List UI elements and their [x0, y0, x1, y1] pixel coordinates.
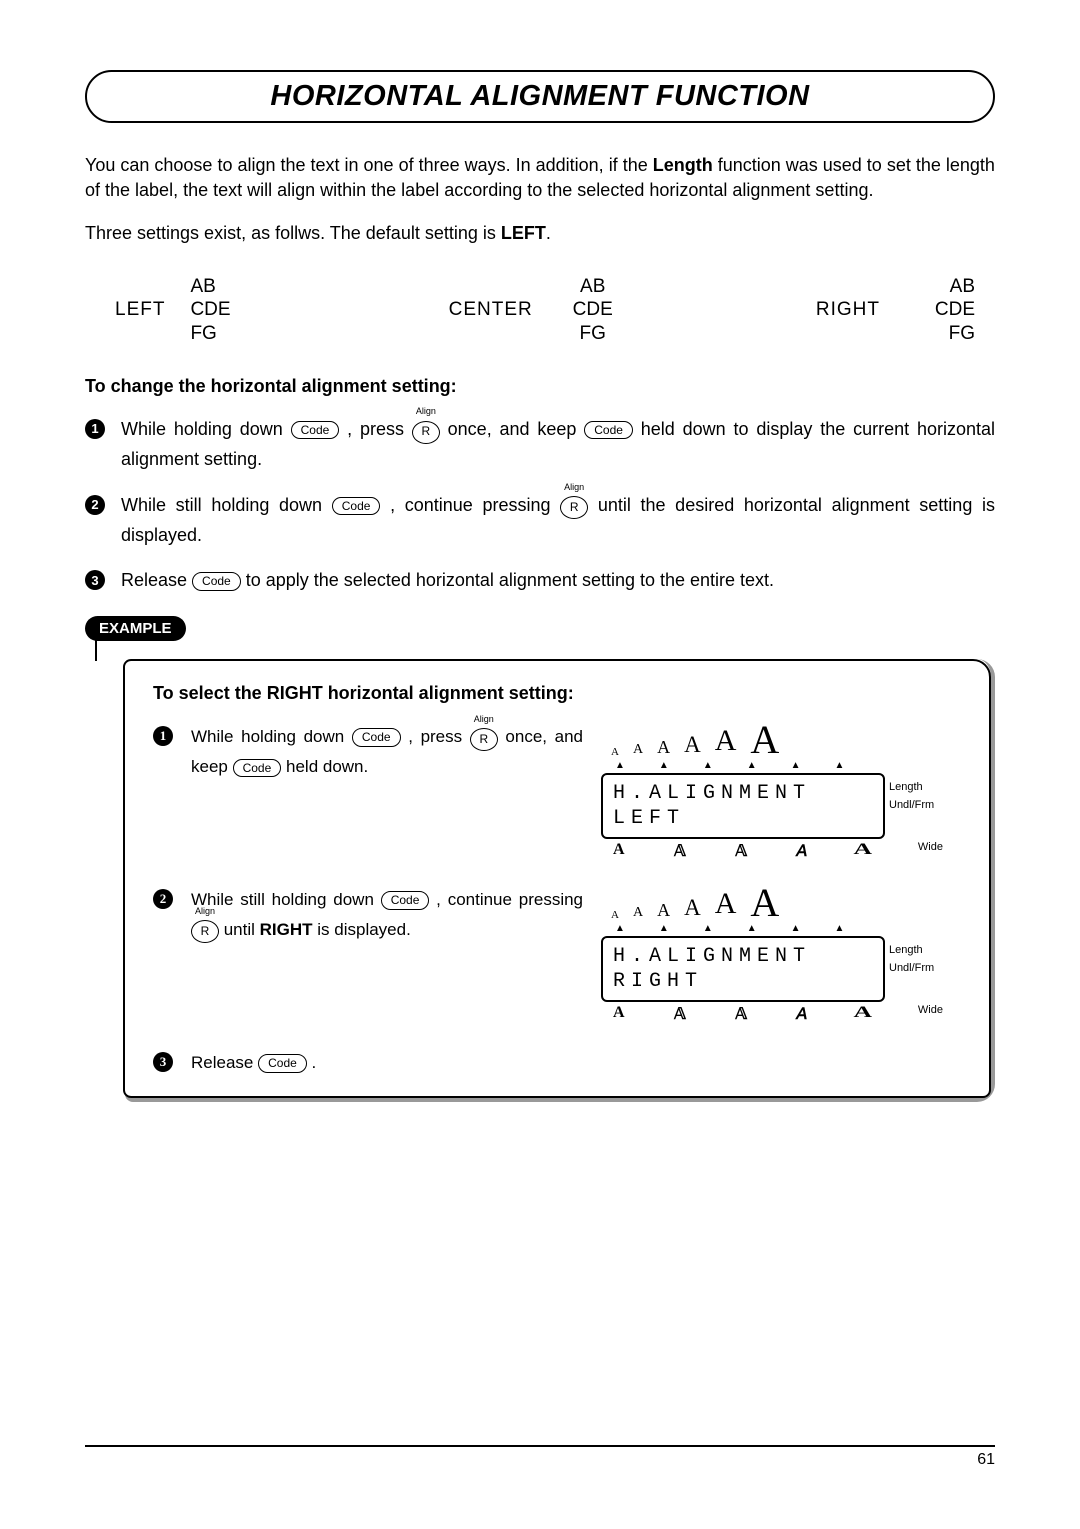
- align-r-key: AlignR: [560, 491, 588, 521]
- align-right-sample: AB CDE FG: [905, 275, 975, 346]
- steps-list: 1 While holding down Code , press AlignR…: [85, 415, 995, 596]
- step-number-1: 1: [85, 419, 105, 439]
- align-r-key: AlignR: [412, 415, 440, 445]
- align-left-block: LEFT AB CDE FG: [115, 275, 260, 346]
- code-key: Code: [192, 572, 241, 590]
- example-badge: EXAMPLE: [85, 616, 186, 641]
- page-footer: 61: [85, 1445, 995, 1469]
- code-key: Code: [332, 497, 381, 515]
- step-number-3: 3: [85, 570, 105, 590]
- align-center-sample: AB CDE FG: [558, 275, 628, 346]
- align-right-label: RIGHT: [816, 299, 880, 321]
- lcd-display-1: A A A A A A ▲▲▲▲▲▲ H.ALIGNMENT LEFT: [601, 722, 961, 861]
- change-setting-heading: To change the horizontal alignment setti…: [85, 376, 995, 397]
- intro-paragraph-1: You can choose to align the text in one …: [85, 153, 995, 203]
- step-3: 3 Release Code to apply the selected hor…: [85, 566, 995, 596]
- page-title-banner: HORIZONTAL ALIGNMENT FUNCTION: [85, 70, 995, 123]
- step-1: 1 While holding down Code , press AlignR…: [85, 415, 995, 475]
- intro-paragraph-2: Three settings exist, as follws. The def…: [85, 221, 995, 246]
- step-number-2: 2: [85, 495, 105, 515]
- example-step-3: 3 Release Code .: [153, 1048, 961, 1078]
- code-key: Code: [584, 421, 633, 439]
- code-key: Code: [291, 421, 340, 439]
- lcd-display-2: A A A A A A ▲▲▲▲▲▲ H.ALIGNMENT RIGHT: [601, 885, 961, 1024]
- step-2: 2 While still holding down Code , contin…: [85, 491, 995, 551]
- align-center-block: CENTER AB CDE FG: [449, 275, 628, 346]
- align-left-label: LEFT: [115, 299, 165, 321]
- align-right-block: RIGHT AB CDE FG: [816, 275, 975, 346]
- example-step-2: 2 While still holding down Code , contin…: [153, 885, 961, 1024]
- example-title: To select the RIGHT horizontal alignment…: [153, 683, 961, 704]
- example-step-1: 1 While holding down Code , press AlignR…: [153, 722, 961, 861]
- align-center-label: CENTER: [449, 299, 533, 321]
- page-title: HORIZONTAL ALIGNMENT FUNCTION: [270, 80, 809, 112]
- alignment-examples-row: LEFT AB CDE FG CENTER AB CDE FG RIGHT AB…: [85, 265, 995, 376]
- example-box: To select the RIGHT horizontal alignment…: [125, 659, 995, 1102]
- page-number: 61: [977, 1451, 995, 1468]
- align-left-sample: AB CDE FG: [190, 275, 260, 346]
